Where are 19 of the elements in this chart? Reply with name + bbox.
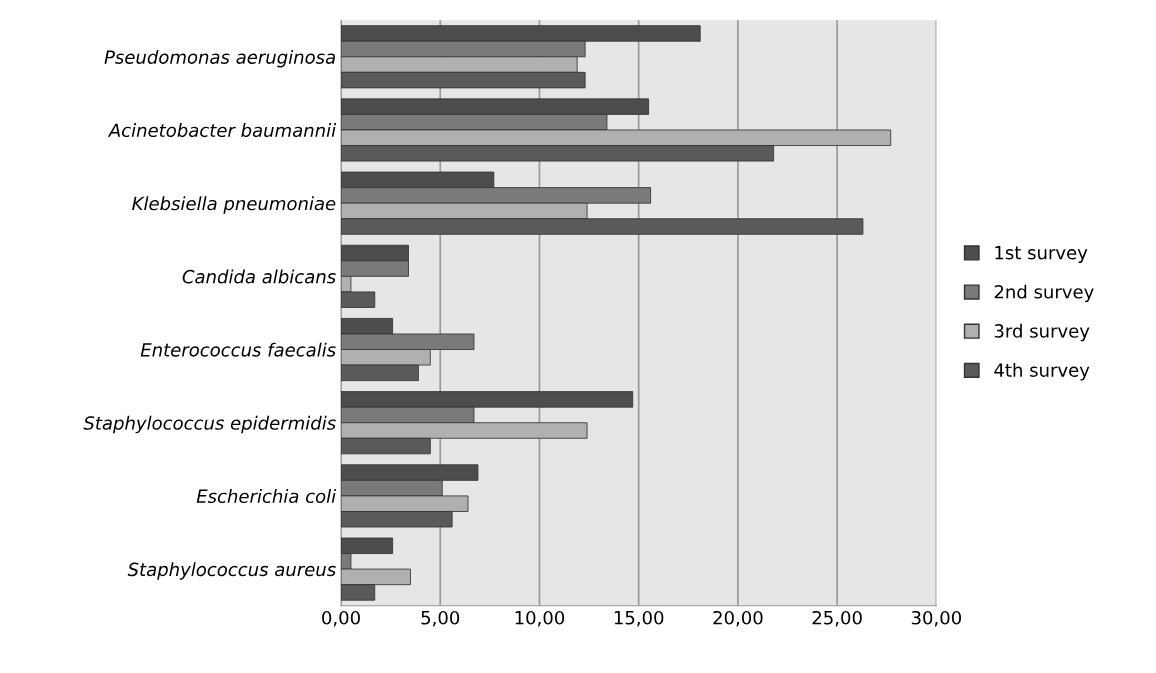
x-tick-label: 30,00: [911, 610, 962, 627]
y-tick-label: Escherichia coli: [196, 489, 337, 504]
y-tick-label: Pseudomonas aeruginosa: [104, 49, 335, 68]
x-tick-label: 5,00: [421, 610, 460, 627]
legend-label: 2nd survey: [994, 284, 1094, 303]
legend-label: 3rd survey: [994, 323, 1090, 342]
y-tick-label: Staphylococcus epidermidis: [83, 415, 336, 434]
x-tick-label: 20,00: [713, 610, 763, 627]
y-tick-label: Candida albicans: [182, 269, 336, 284]
y-tick-label: Klebsiella pneumoniae: [132, 196, 336, 214]
y-tick-label: Enterococcus faecalis: [140, 342, 336, 357]
y-tick-label: Acinetobacter baumannii: [107, 123, 337, 138]
x-tick-label: 25,00: [812, 610, 862, 627]
x-tick-label: 10,00: [515, 610, 565, 627]
legend-label: 4th survey: [994, 362, 1090, 381]
legend-label: 1st survey: [995, 246, 1088, 263]
x-tick-label: 0,00: [322, 610, 360, 627]
x-tick-label: 15,00: [614, 610, 664, 627]
y-tick-label: Staphylococcus aureus: [127, 562, 336, 580]
